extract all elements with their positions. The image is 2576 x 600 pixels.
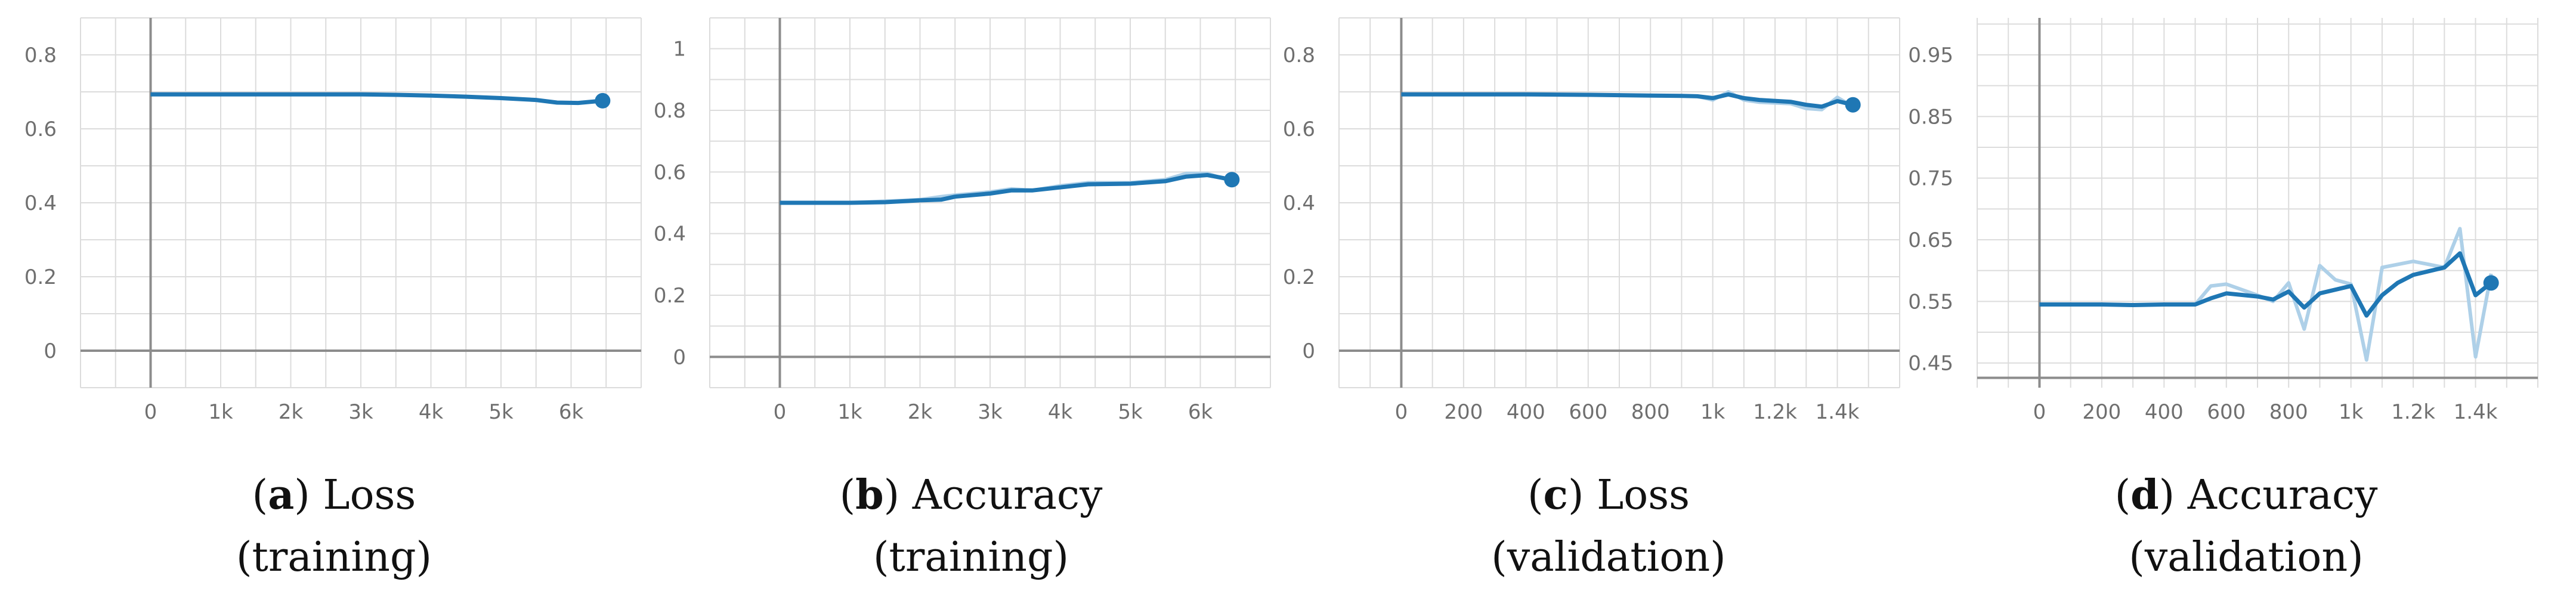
x-tick-label: 1k (2339, 400, 2364, 424)
x-tick-label: 1k (208, 400, 233, 424)
y-tick-label: 0.6 (1283, 117, 1315, 141)
chart-panel-accuracy-validation: 0 200 400 600 800 1k 1.2k 1.4k 0.45 0.55 0.65 0.75 0… (1908, 18, 2538, 424)
y-tick-label: 0.2 (1283, 265, 1315, 289)
y-tick-label: 0.85 (1908, 105, 1953, 129)
chart-panel-loss-validation: 0 200 400 600 800 1k 1.2k 1.4k 0 0.2 0.4 0.6 0.8 (1283, 17, 1900, 424)
caption-c-line1: (c) Loss (1527, 471, 1690, 519)
x-tick-label: 3k (348, 400, 373, 424)
y-tick-label: 0.45 (1908, 352, 1953, 376)
y-tick-label: 0.55 (1908, 290, 1953, 314)
series-line-smoothed (780, 173, 1233, 205)
caption-c: (c) Loss (validation) (1340, 464, 1877, 589)
x-tick-label: 3k (978, 400, 1003, 424)
caption-d-line2: (validation) (2129, 534, 2364, 581)
y-tick-label: 0.6 (654, 160, 686, 184)
x-tick-label: 1.2k (2391, 400, 2435, 424)
y-tick-label: 0 (44, 339, 57, 363)
caption-b-line1: (b) Accuracy (839, 471, 1103, 519)
y-tick-label: 0.4 (654, 222, 686, 246)
x-tick-label: 400 (1507, 400, 1545, 424)
y-tick-label: 0.8 (654, 99, 686, 123)
x-tick-label: 0 (144, 400, 157, 424)
caption-b: (b) Accuracy (training) (703, 464, 1239, 589)
x-tick-label: 5k (488, 400, 514, 424)
caption-d: (d) Accuracy (validation) (1978, 464, 2515, 589)
caption-b-line2: (training) (873, 534, 1069, 581)
y-tick-label: 0.65 (1908, 228, 1953, 252)
y-tick-label: 0.4 (1283, 191, 1315, 215)
chart-panel-loss-training: 0 1k 2k 3k 4k 5k 6k 0 0.2 0.4 0.6 0.8 (24, 17, 642, 424)
y-tick-label: 0.6 (24, 117, 57, 141)
x-tick-label: 400 (2145, 400, 2184, 424)
caption-a-line2: (training) (236, 534, 432, 581)
y-tick-label: 0.75 (1908, 167, 1953, 191)
caption-c-line2: (validation) (1491, 534, 1726, 581)
series-end-point (595, 92, 611, 109)
caption-a: (a) Loss (training) (66, 464, 602, 589)
x-tick-label: 6k (1188, 400, 1213, 424)
x-tick-label: 6k (559, 400, 584, 424)
x-tick-label: 2k (279, 400, 304, 424)
series-line-smoothed (2039, 251, 2492, 318)
x-tick-label: 1.4k (1816, 400, 1860, 424)
series-line-smoothed (1401, 92, 1854, 109)
x-tick-label: 1k (1700, 400, 1725, 424)
series-line-raw (2039, 227, 2493, 362)
x-tick-label: 4k (1048, 400, 1073, 424)
caption-d-line1: (d) Accuracy (2114, 471, 2378, 519)
x-tick-label: 0 (774, 400, 787, 424)
x-tick-label: 800 (2269, 400, 2308, 424)
series-end-point (1845, 97, 1861, 113)
x-tick-label: 1.2k (1753, 400, 1797, 424)
series-end-point (2483, 275, 2499, 291)
series-line-smoothed (150, 92, 603, 106)
chart-panel-accuracy-training: 0 1k 2k 3k 4k 5k 6k 0 0.2 0.4 0.6 0.8 1 (654, 17, 1271, 424)
x-tick-label: 600 (1569, 400, 1607, 424)
x-tick-label: 0 (2033, 400, 2046, 424)
y-tick-label: 0.2 (654, 284, 686, 308)
series-line-raw (780, 171, 1233, 205)
x-tick-label: 200 (1444, 400, 1483, 424)
y-tick-label: 0.4 (24, 191, 57, 215)
y-tick-label: 0 (673, 345, 686, 369)
x-tick-label: 5k (1118, 400, 1143, 424)
x-tick-label: 800 (1631, 400, 1670, 424)
y-tick-label: 0 (1302, 339, 1315, 363)
series-end-point (1224, 172, 1240, 188)
x-tick-label: 2k (908, 400, 933, 424)
x-tick-label: 1k (837, 400, 862, 424)
x-tick-label: 600 (2207, 400, 2246, 424)
x-tick-label: 1.4k (2454, 400, 2498, 424)
x-tick-label: 200 (2082, 400, 2121, 424)
y-tick-label: 0.8 (24, 44, 57, 67)
caption-a-line1: (a) Loss (252, 471, 416, 519)
x-tick-label: 0 (1395, 400, 1408, 424)
x-tick-label: 4k (419, 400, 444, 424)
y-tick-label: 0.8 (1283, 44, 1315, 67)
y-tick-label: 0.2 (24, 265, 57, 289)
y-tick-label: 0.95 (1908, 44, 1953, 67)
y-tick-label: 1 (673, 38, 686, 61)
